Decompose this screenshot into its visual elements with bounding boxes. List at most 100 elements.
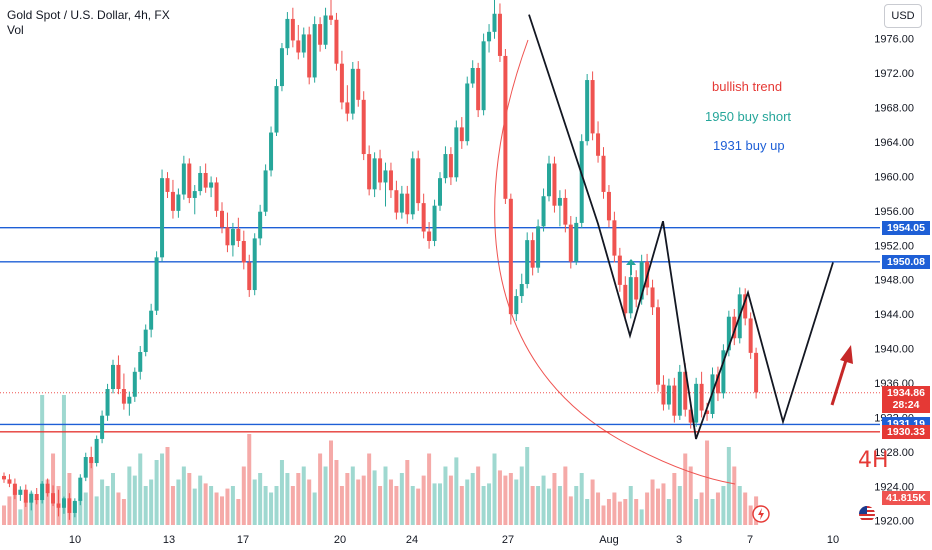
volume-bar [568,496,573,525]
candle-body [732,316,737,339]
time-tick-label: 13 [163,534,175,546]
candle-body [557,197,562,206]
volume-bar [209,486,214,525]
up-arrow-icon [626,259,636,275]
volume-label[interactable]: Vol [7,23,24,37]
volume-bar [606,499,611,525]
volume-bar [410,486,415,525]
candle-body [40,483,45,501]
time-tick-label: Aug [599,534,619,546]
candle-body [34,494,39,501]
candle-body [666,385,671,405]
candle-body [596,133,601,156]
symbol-title[interactable]: Gold Spot / U.S. Dollar, 4h, FX [7,8,170,22]
volume-bar [579,473,584,525]
candle-body [132,371,137,397]
volume-bar [677,486,682,525]
candle-body [683,371,688,410]
volume-bar [497,470,502,525]
volume-bar [470,473,475,525]
volume-bar [170,486,175,525]
annotation-buy-up[interactable]: 1931 buy up [713,138,785,153]
candle-body [612,220,617,256]
candle-body [2,475,6,480]
candle-body [176,194,181,211]
annotation-buy-short[interactable]: 1950 buy short [705,109,792,124]
candle-body [29,494,34,503]
volume-bar [547,488,551,525]
candle-body [514,296,519,315]
candle-body [187,163,192,198]
candle-body [100,415,105,439]
candle-body [715,374,720,394]
volume-bar [683,453,688,525]
candle-body [138,352,143,372]
volume-bar [12,488,17,525]
candle-layer [2,0,759,520]
price-tick-label: 1956.00 [874,206,914,218]
price-tag-last: 1934.86 28:24 [882,385,930,413]
flash-icon[interactable] [751,504,771,524]
volume-bar [639,509,644,525]
volume-bar [367,453,372,525]
price-tick-label: 1964.00 [874,137,914,149]
candle-body [519,284,524,297]
volume-bar [601,505,606,525]
us-flag-icon[interactable] [857,504,877,524]
volume-bar [656,488,660,525]
volume-bar [557,486,562,525]
volume-bar [394,486,399,525]
candle-body [170,191,175,211]
candle-body [726,316,731,351]
volume-bar [296,473,301,525]
candle-body [149,310,154,330]
annotation-bullish-trend[interactable]: bullish trend [712,79,783,94]
candle-body [230,228,235,246]
volume-bar [715,492,720,525]
price-tag-1954: 1954.05 [882,220,930,235]
time-tick-label: 20 [334,534,346,546]
candle-body [552,163,557,206]
candle-body [94,438,99,464]
volume-bar [552,473,557,525]
candle-body [236,228,241,241]
volume-bar [2,505,6,525]
volume-bar [187,473,192,525]
volume-bar [230,486,235,525]
volume-bar [383,466,388,525]
volume-bar [514,479,519,525]
candle-body [497,13,502,56]
candle-body [399,193,404,213]
candle-body [617,255,622,285]
candle-body [372,158,377,190]
volume-bar [285,473,290,525]
volume-bar [274,486,279,525]
volume-bar [617,501,622,525]
volume-bar [116,492,121,525]
candle-body [754,352,759,393]
volume-bar [378,486,383,525]
candle-body [116,364,121,390]
volume-bar [432,483,437,525]
candle-body [350,68,355,114]
volume-bar [661,483,666,525]
currency-button[interactable]: USD [884,4,922,28]
volume-bar [329,440,333,525]
candle-body [285,18,290,49]
candle-body [454,127,459,178]
candle-body [23,489,28,503]
candle-body [661,384,666,405]
candle-body [410,158,415,215]
volume-bar [312,492,317,525]
candle-body [378,158,383,183]
volume-bar [438,483,442,525]
volume-bar [263,486,268,525]
arc-layer [494,39,736,485]
candle-body [209,182,214,188]
candle-body [547,163,551,197]
candle-body [296,40,301,53]
volume-bar [149,479,154,525]
time-tick-label: 24 [406,534,418,546]
